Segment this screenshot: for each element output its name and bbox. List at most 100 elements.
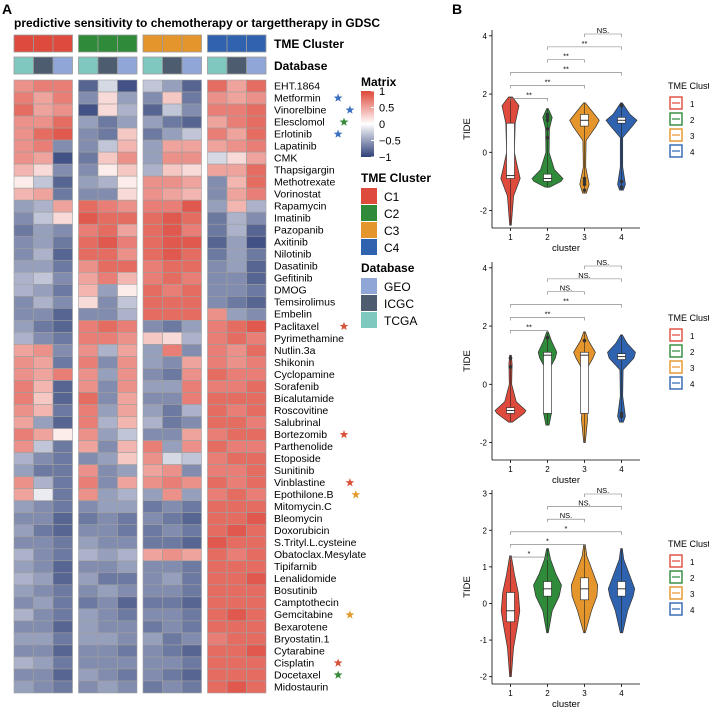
legend-label-4: 4 [690,606,695,615]
tme-cell-c4 [207,34,228,53]
heatmap-cell [181,560,202,574]
heatmap-cell [181,272,202,285]
significance-label: ** [582,39,588,48]
heatmap-cell [226,199,247,213]
heatmap-cell [117,247,138,261]
heatmap-cell [162,560,183,574]
y-tick-label: -2 [480,439,488,448]
legend-tme-label-c1: C1 [384,190,400,204]
heatmap-cell [246,296,267,309]
heatmap-cell [226,440,247,453]
row-label-mitomycin-c: Mitomycin.C [274,501,332,513]
heatmap-cell [13,320,34,333]
heatmap-cell [78,656,99,670]
heatmap-cell [52,668,73,682]
heatmap-cell [33,584,54,598]
heatmap-cell [181,199,202,213]
legend-label-3: 3 [690,364,695,373]
heatmap-cell [78,296,99,309]
heatmap-cell [78,344,99,357]
heatmap-cell [97,680,118,694]
database-cell-geo [117,56,138,75]
heatmap-cell [13,284,34,297]
heatmap-cell [246,392,267,405]
heatmap-cell [226,548,247,562]
heatmap-cell [162,175,183,189]
heatmap-cell [246,235,267,249]
legend-label-2: 2 [690,348,695,357]
heatmap-cell [226,296,247,309]
heatmap-cell [246,524,267,538]
heatmap-cell [52,296,73,309]
heatmap-cell [52,211,73,225]
heatmap-cell [13,680,34,694]
heatmap-cell [181,452,202,465]
heatmap-cell [207,211,228,225]
heatmap: TME Cluster Database EHT.1864MetforminVino… [13,34,366,694]
row-label-parthenolide: Parthenolide [274,441,333,453]
heatmap-cell [207,79,228,93]
heatmap-cell [162,608,183,622]
heatmap-cell [52,572,73,586]
heatmap-cell [52,91,73,105]
heatmap-cell [97,247,118,261]
heatmap-cell [117,548,138,562]
heatmap-cell [52,476,73,489]
heatmap-cell [97,127,118,141]
heatmap-cell [13,296,34,309]
heatmap-cell [117,199,138,213]
heatmap-cell [246,211,267,225]
heatmap-cell [78,91,99,105]
heatmap-cell [207,440,228,453]
outlier-point [619,179,624,184]
row-label-cyclopamine: Cyclopamine [274,369,335,381]
heatmap-cell [246,259,267,273]
heatmap-cell [97,79,118,93]
heatmap-cell [78,680,99,694]
y-tick-label: 4 [483,264,488,273]
heatmap-cell [13,632,34,646]
heatmap-cell [181,428,202,441]
row-label-eht-1864: EHT.1864 [274,80,320,92]
heatmap-cell [97,656,118,670]
heatmap-cell [142,332,163,345]
legend-title: TME Cluster [668,313,709,323]
heatmap-cell [142,680,163,694]
heatmap-cell [97,524,118,538]
heatmap-cell [52,115,73,129]
heatmap-cell [207,151,228,165]
heatmap-cell [13,272,34,285]
legend-matrix-tick-label: 0 [379,119,385,131]
heatmap-cell [207,668,228,682]
y-tick-label: 4 [483,32,488,41]
heatmap-cell [97,572,118,586]
heatmap-cell [97,392,118,405]
significance-bracket [584,33,622,37]
heatmap-cell [78,320,99,333]
heatmap-cell [207,320,228,333]
row-label-obatoclax-mesylate: Obatoclax.Mesylate [274,549,366,561]
outlier-point [619,414,624,419]
heatmap-cell [142,284,163,297]
heatmap-cell [13,524,34,538]
heatmap-cell [162,632,183,646]
y-tick-label: -2 [480,673,488,682]
x-tick-label: 3 [582,689,587,698]
heatmap-cell [78,284,99,297]
heatmap-cell [97,91,118,105]
x-tick-label: 2 [545,465,550,474]
heatmap-cell [181,139,202,153]
heatmap-cell [33,139,54,153]
heatmap-cell [142,79,163,93]
heatmap-cell [33,296,54,309]
heatmap-cell [142,440,163,453]
heatmap-cell [97,416,118,429]
heatmap-cell [246,332,267,345]
heatmap-cell [246,223,267,237]
heatmap-cell [117,79,138,93]
heatmap-cell [226,356,247,369]
heatmap-cell [207,620,228,634]
heatmap-cell [207,235,228,249]
heatmap-cell [246,199,267,213]
heatmap-cell [33,656,54,670]
